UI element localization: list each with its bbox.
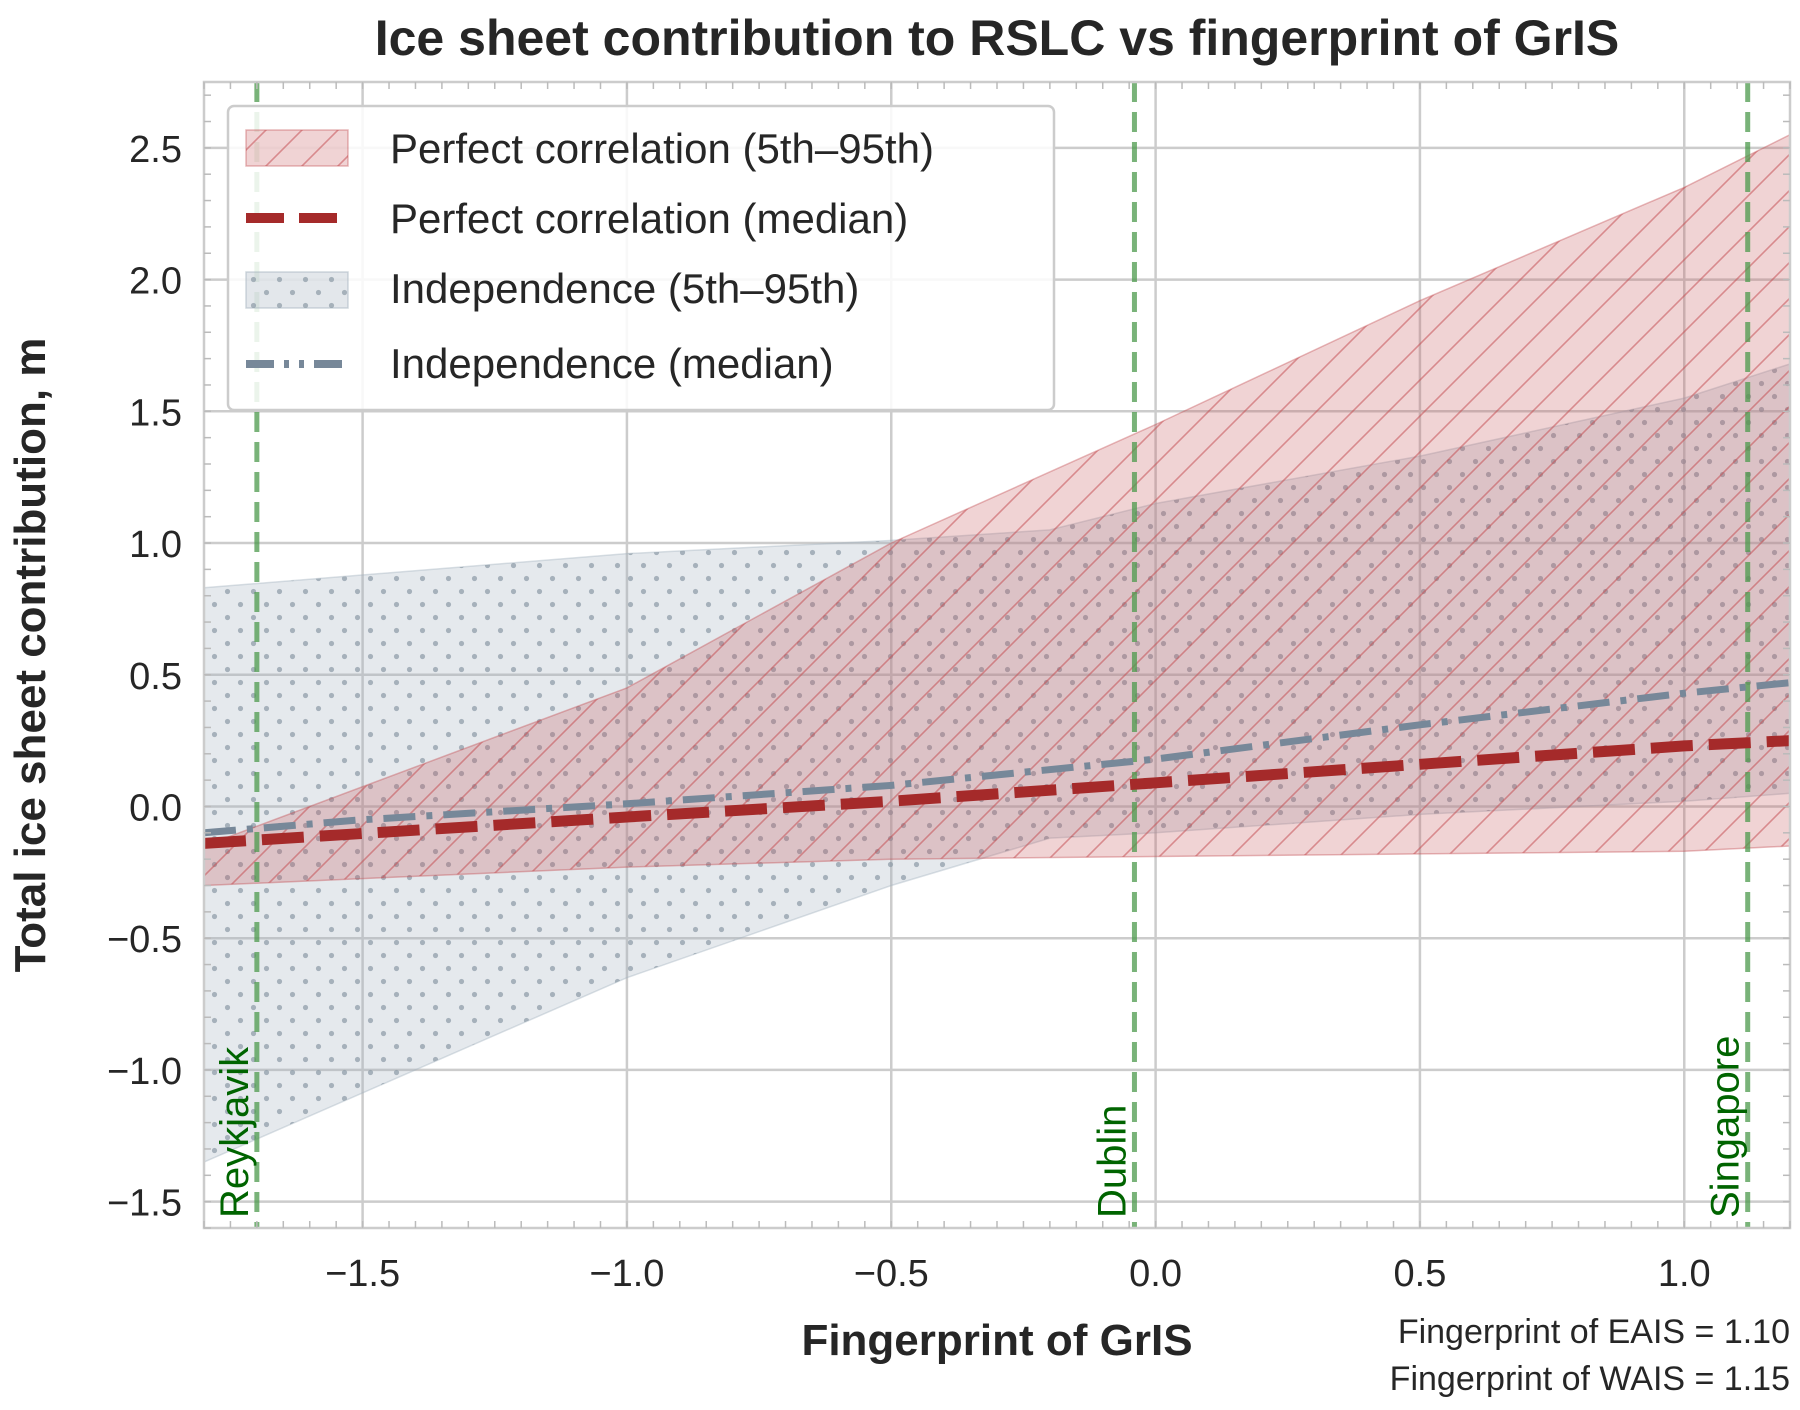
y-tick-label: 1.5	[129, 392, 182, 434]
location-labels: Reykjavik Dublin Singapore	[213, 1036, 1748, 1218]
y-tick-label: 2.5	[129, 129, 182, 171]
line-perfect-correlation-median	[204, 735, 1790, 849]
chart-title: Ice sheet contribution to RSLC vs finger…	[375, 10, 1620, 66]
location-label-reykjavik: Reykjavik	[213, 1046, 257, 1218]
x-tick-labels: −1.5 −1.0 −0.5 0.0 0.5 1.0	[325, 1253, 1711, 1295]
eais-annotation: Fingerprint of EAIS = 1.10	[1398, 1313, 1790, 1351]
legend-item-perfect-median: Perfect correlation (median)	[246, 195, 908, 242]
legend-label-perfect-median: Perfect correlation (median)	[390, 195, 908, 242]
location-label-dublin: Dublin	[1091, 1105, 1135, 1218]
x-axis-label: Fingerprint of GrIS	[801, 1316, 1192, 1365]
y-axis-label: Total ice sheet contribution, m	[6, 338, 55, 973]
legend-label-perfect-band: Perfect correlation (5th–95th)	[390, 125, 934, 172]
wais-annotation: Fingerprint of WAIS = 1.15	[1390, 1360, 1790, 1398]
bands	[204, 133, 1790, 1163]
y-tick-label: 1.0	[129, 524, 182, 566]
legend-item-independence-band: Independence (5th–95th)	[245, 265, 859, 312]
legend-item-independence-median: Independence (median)	[246, 340, 834, 387]
x-tick-label: −0.5	[854, 1253, 929, 1295]
y-tick-label: −1.5	[107, 1183, 182, 1225]
x-tick-label: 0.0	[1129, 1253, 1182, 1295]
legend-item-perfect-band: Perfect correlation (5th–95th)	[245, 125, 934, 172]
x-tick-label: 0.5	[1394, 1253, 1447, 1295]
location-label-singapore: Singapore	[1704, 1036, 1748, 1218]
y-tick-label: 0.0	[129, 787, 182, 829]
x-tick-label: 1.0	[1658, 1253, 1711, 1295]
legend-label-independence-band: Independence (5th–95th)	[390, 265, 859, 312]
line-independence-median	[204, 679, 1790, 837]
legend-box	[226, 104, 1056, 412]
y-tick-label: 0.5	[129, 656, 182, 698]
y-tick-label: −0.5	[107, 919, 182, 961]
y-tick-labels: −1.5 −1.0 −0.5 0.0 0.5 1.0 1.5 2.0 2.5	[107, 129, 182, 1225]
y-tick-label: 2.0	[129, 261, 182, 303]
y-tick-label: −1.0	[107, 1051, 182, 1093]
median-lines	[204, 679, 1790, 849]
legend: Perfect correlation (5th–95th) Perfect c…	[226, 104, 1056, 412]
x-tick-label: −1.5	[325, 1253, 400, 1295]
x-tick-label: −1.0	[589, 1253, 664, 1295]
minor-ticks	[203, 82, 1791, 1229]
band-perfect-correlation-5th-95th-hatch	[204, 134, 1790, 886]
legend-label-independence-median: Independence (median)	[390, 340, 834, 387]
